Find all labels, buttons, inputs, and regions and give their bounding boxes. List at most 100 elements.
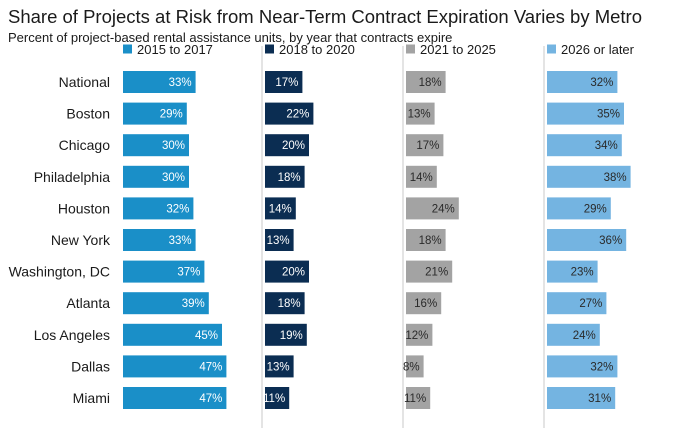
category-label: Dallas xyxy=(71,358,110,374)
data-label: 47% xyxy=(199,393,222,405)
bar xyxy=(123,292,209,315)
bar xyxy=(547,260,598,283)
bar xyxy=(406,260,453,283)
bar xyxy=(123,71,196,93)
legend-swatch-3 xyxy=(406,44,415,54)
bar xyxy=(123,102,187,125)
data-label: 31% xyxy=(588,393,611,405)
data-label: 29% xyxy=(160,109,183,121)
data-label: 30% xyxy=(162,140,185,152)
bar xyxy=(406,387,431,409)
data-label: 27% xyxy=(579,298,602,310)
bar xyxy=(406,134,444,157)
bar xyxy=(547,292,607,315)
chart-subtitle: Percent of project-based rental assistan… xyxy=(8,30,453,45)
data-label: 24% xyxy=(432,203,455,215)
data-label: 16% xyxy=(414,298,437,310)
data-label: 38% xyxy=(604,172,627,184)
bar xyxy=(265,229,294,251)
data-label: 39% xyxy=(182,298,205,310)
bar xyxy=(123,197,194,220)
legend-label-1: 2015 to 2017 xyxy=(137,42,213,57)
bar xyxy=(406,292,442,315)
category-label: New York xyxy=(51,232,111,248)
legend-label-4: 2026 or later xyxy=(561,42,635,57)
data-label: 32% xyxy=(166,203,189,215)
bar xyxy=(547,71,618,93)
data-label: 24% xyxy=(573,330,596,342)
bar xyxy=(547,323,600,346)
data-label: 22% xyxy=(286,109,309,121)
category-label: Houston xyxy=(58,200,110,216)
category-label: National xyxy=(59,74,110,90)
data-label: 14% xyxy=(410,172,433,184)
bar xyxy=(406,197,459,220)
bar xyxy=(547,197,611,220)
category-label: Philadelphia xyxy=(34,169,110,185)
data-label: 32% xyxy=(590,77,613,89)
data-label: 35% xyxy=(597,109,620,121)
bar xyxy=(265,102,314,125)
bar xyxy=(406,165,437,188)
bar xyxy=(547,165,631,188)
data-label: 12% xyxy=(405,330,428,342)
bar xyxy=(406,102,435,125)
data-label: 17% xyxy=(416,140,439,152)
data-label: 13% xyxy=(267,361,290,373)
category-label: Chicago xyxy=(59,137,111,153)
legend-label-3: 2021 to 2025 xyxy=(420,42,496,57)
bar xyxy=(123,260,205,283)
category-label: Boston xyxy=(66,106,110,122)
data-label: 20% xyxy=(282,140,305,152)
data-label: 14% xyxy=(269,203,292,215)
data-label: 45% xyxy=(195,330,218,342)
bar xyxy=(547,355,618,378)
bar xyxy=(123,387,227,409)
bar xyxy=(547,387,616,409)
bar xyxy=(265,323,307,346)
bar xyxy=(265,197,296,220)
bar xyxy=(123,134,189,157)
bar xyxy=(265,165,305,188)
bar xyxy=(406,71,446,93)
data-label: 21% xyxy=(425,267,448,279)
bar xyxy=(123,355,227,378)
data-label: 13% xyxy=(267,235,290,247)
data-label: 37% xyxy=(177,267,200,279)
legend-swatch-2 xyxy=(265,44,274,54)
data-label: 11% xyxy=(404,393,426,405)
data-label: 18% xyxy=(278,172,301,184)
data-label: 19% xyxy=(280,330,303,342)
bar xyxy=(265,387,290,409)
bar xyxy=(406,355,424,378)
bar xyxy=(547,102,624,125)
data-label: 33% xyxy=(169,235,192,247)
bar xyxy=(265,355,294,378)
bar xyxy=(123,323,222,346)
bar xyxy=(265,134,309,157)
category-label: Los Angeles xyxy=(34,327,110,343)
category-label: Atlanta xyxy=(66,295,110,311)
bar xyxy=(547,229,627,251)
chart-title: Share of Projects at Risk from Near-Term… xyxy=(8,6,643,27)
data-label: 18% xyxy=(278,298,301,310)
bar xyxy=(265,292,305,315)
data-label: 33% xyxy=(169,77,192,89)
data-label: 36% xyxy=(599,235,622,247)
data-label: 20% xyxy=(282,267,305,279)
data-label: 30% xyxy=(162,172,185,184)
data-label: 18% xyxy=(419,77,442,89)
bar xyxy=(406,323,433,346)
data-label: 23% xyxy=(571,267,594,279)
data-label: 32% xyxy=(590,361,613,373)
data-label: 18% xyxy=(419,235,442,247)
bar xyxy=(123,165,189,188)
data-label: 34% xyxy=(595,140,618,152)
data-label: 11% xyxy=(263,393,285,405)
legend-label-2: 2018 to 2020 xyxy=(279,42,355,57)
data-label: 29% xyxy=(584,203,607,215)
bar xyxy=(406,229,446,251)
data-label: 47% xyxy=(199,361,222,373)
bar xyxy=(123,229,196,251)
